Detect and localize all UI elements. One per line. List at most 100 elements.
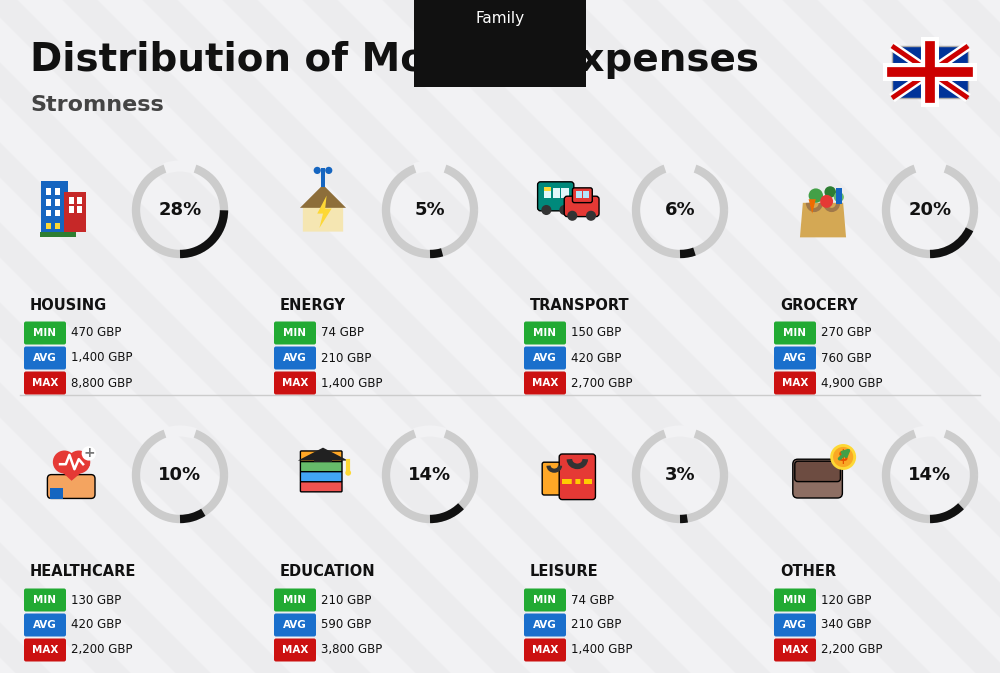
Circle shape <box>833 447 853 467</box>
Text: AVG: AVG <box>783 620 807 630</box>
Bar <box>544 188 551 199</box>
Bar <box>64 192 86 232</box>
Text: AVG: AVG <box>533 620 557 630</box>
Circle shape <box>541 205 551 215</box>
FancyBboxPatch shape <box>24 614 66 637</box>
Text: 210 GBP: 210 GBP <box>321 351 371 365</box>
Text: TRANSPORT: TRANSPORT <box>530 297 630 312</box>
FancyBboxPatch shape <box>774 347 816 369</box>
Text: 150 GBP: 150 GBP <box>571 326 621 339</box>
Text: MIN: MIN <box>34 328 56 338</box>
Text: Stromness: Stromness <box>30 95 164 115</box>
Circle shape <box>559 205 569 215</box>
Bar <box>583 191 589 199</box>
FancyBboxPatch shape <box>774 371 816 394</box>
FancyBboxPatch shape <box>774 588 816 612</box>
Text: 2,700 GBP: 2,700 GBP <box>571 376 633 390</box>
Text: GROCERY: GROCERY <box>780 297 858 312</box>
FancyBboxPatch shape <box>274 347 316 369</box>
Text: AVG: AVG <box>283 353 307 363</box>
Text: 470 GBP: 470 GBP <box>71 326 121 339</box>
Polygon shape <box>809 199 816 213</box>
FancyBboxPatch shape <box>47 474 95 499</box>
Text: 8,800 GBP: 8,800 GBP <box>71 376 132 390</box>
Text: 1,400 GBP: 1,400 GBP <box>71 351 132 365</box>
Text: Family: Family <box>475 11 525 26</box>
Text: AVG: AVG <box>533 353 557 363</box>
Text: HOUSING: HOUSING <box>30 297 107 312</box>
Bar <box>562 479 592 485</box>
Text: 74 GBP: 74 GBP <box>571 594 614 606</box>
FancyBboxPatch shape <box>774 614 816 637</box>
Text: MAX: MAX <box>282 378 308 388</box>
FancyBboxPatch shape <box>774 639 816 662</box>
Bar <box>55 199 60 206</box>
FancyBboxPatch shape <box>300 481 342 492</box>
FancyBboxPatch shape <box>274 322 316 345</box>
FancyBboxPatch shape <box>300 461 342 472</box>
Text: 590 GBP: 590 GBP <box>321 618 371 631</box>
Text: 340 GBP: 340 GBP <box>821 618 871 631</box>
FancyBboxPatch shape <box>524 639 566 662</box>
FancyBboxPatch shape <box>524 347 566 369</box>
FancyBboxPatch shape <box>774 322 816 345</box>
Text: MAX: MAX <box>782 378 808 388</box>
Polygon shape <box>317 196 332 228</box>
Text: AVG: AVG <box>283 620 307 630</box>
FancyBboxPatch shape <box>542 462 566 495</box>
Circle shape <box>820 195 833 208</box>
Bar <box>544 187 551 191</box>
Text: 3,800 GBP: 3,800 GBP <box>321 643 382 656</box>
Text: 760 GBP: 760 GBP <box>821 351 871 365</box>
FancyBboxPatch shape <box>524 588 566 612</box>
Text: HEALTHCARE: HEALTHCARE <box>30 565 136 579</box>
Bar <box>314 454 332 462</box>
FancyBboxPatch shape <box>524 614 566 637</box>
Text: 210 GBP: 210 GBP <box>321 594 371 606</box>
Text: 130 GBP: 130 GBP <box>71 594 121 606</box>
Circle shape <box>824 186 836 198</box>
Circle shape <box>586 211 596 221</box>
Text: MAX: MAX <box>282 645 308 655</box>
FancyBboxPatch shape <box>274 588 316 612</box>
Text: 120 GBP: 120 GBP <box>821 594 871 606</box>
Polygon shape <box>300 185 346 208</box>
Text: 74 GBP: 74 GBP <box>321 326 364 339</box>
Circle shape <box>830 444 856 470</box>
Polygon shape <box>54 465 90 481</box>
Bar <box>892 46 968 98</box>
FancyBboxPatch shape <box>24 347 66 369</box>
Text: 6%: 6% <box>665 201 695 219</box>
Text: 3%: 3% <box>665 466 695 484</box>
Text: LEISURE: LEISURE <box>530 565 599 579</box>
Bar <box>77 207 82 213</box>
Text: 28%: 28% <box>158 201 202 219</box>
Text: MIN: MIN <box>534 328 556 338</box>
Text: MIN: MIN <box>534 595 556 605</box>
FancyBboxPatch shape <box>524 322 566 345</box>
Text: Distribution of Monthly Expenses: Distribution of Monthly Expenses <box>30 41 759 79</box>
Circle shape <box>834 192 844 202</box>
Text: MAX: MAX <box>32 645 58 655</box>
Text: MAX: MAX <box>782 645 808 655</box>
Circle shape <box>809 188 823 203</box>
FancyBboxPatch shape <box>24 588 66 612</box>
Text: MIN: MIN <box>284 595 306 605</box>
Bar <box>46 210 51 217</box>
Text: OTHER: OTHER <box>780 565 836 579</box>
Bar <box>69 207 74 213</box>
Text: +: + <box>83 446 95 460</box>
FancyBboxPatch shape <box>795 461 840 482</box>
FancyBboxPatch shape <box>524 371 566 394</box>
FancyBboxPatch shape <box>24 639 66 662</box>
FancyBboxPatch shape <box>274 614 316 637</box>
Circle shape <box>567 211 577 221</box>
Bar <box>55 188 60 195</box>
FancyBboxPatch shape <box>572 188 592 203</box>
Bar <box>69 197 74 203</box>
Bar <box>553 188 560 199</box>
FancyBboxPatch shape <box>559 454 595 499</box>
Text: AVG: AVG <box>33 353 57 363</box>
Text: ENERGY: ENERGY <box>280 297 346 312</box>
Text: EDUCATION: EDUCATION <box>280 565 376 579</box>
